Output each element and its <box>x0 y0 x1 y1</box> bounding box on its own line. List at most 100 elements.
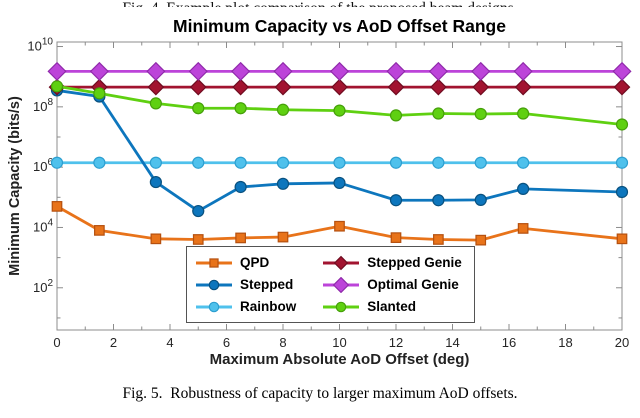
series-marker-QPD <box>277 231 289 243</box>
series-marker-Stepped Genie <box>333 255 349 270</box>
y-tick-label: 108 <box>33 97 53 114</box>
series-marker-Optimal Genie <box>47 61 67 81</box>
series-line-Stepped <box>55 89 624 213</box>
series-marker-Slanted <box>389 109 403 122</box>
series-marker-Slanted <box>149 97 162 110</box>
cropped-text-line: Fig. 4. Example plot comparison of the p… <box>0 0 640 7</box>
series-marker-Slanted <box>50 80 64 93</box>
series-marker-Slanted <box>335 301 347 312</box>
legend-column: QPD Stepped Rainbow <box>195 253 296 316</box>
legend-item-stepped-genie: Stepped Genie <box>322 253 462 272</box>
legend-label: Rainbow <box>240 299 297 314</box>
series-marker-Slanted <box>276 103 290 116</box>
series-marker-Optimal Genie <box>231 61 251 81</box>
series-marker-Optimal Genie <box>471 61 491 81</box>
series-marker-Rainbow <box>389 156 403 169</box>
series-marker-Slanted <box>517 107 530 120</box>
x-axis-label: Maximum Absolute AoD Offset (deg) <box>209 351 470 368</box>
series-marker-Stepped <box>192 204 205 218</box>
x-tick-label: 2 <box>110 335 117 350</box>
series-marker-Optimal Genie <box>513 61 533 81</box>
series-marker-Slanted <box>234 102 247 115</box>
series-marker-Rainbow <box>333 156 346 169</box>
legend-label: Stepped <box>240 277 294 292</box>
series-marker-QPD <box>475 234 487 246</box>
legend-label: Optimal Genie <box>367 277 459 292</box>
series-marker-Rainbow <box>276 156 290 169</box>
y-tick-label: 104 <box>33 217 53 234</box>
legend-label: QPD <box>240 255 270 270</box>
series-line-QPD <box>55 204 624 242</box>
series-marker-Stepped <box>234 180 247 194</box>
series-marker-Stepped Genie <box>613 78 631 96</box>
legend-sample-optimal-genie <box>323 276 360 293</box>
series-marker-Rainbow <box>517 156 530 169</box>
series-marker-Stepped Genie <box>514 78 532 96</box>
chart-title: Minimum Capacity vs AoD Offset Range <box>173 16 506 36</box>
series-marker-Stepped <box>149 175 162 189</box>
legend-item-qpd: QPD <box>195 253 296 272</box>
series-marker-Stepped <box>615 185 629 199</box>
series-marker-Stepped <box>517 182 530 196</box>
series-marker-Stepped Genie <box>274 78 292 96</box>
legend-label: Slanted <box>367 299 417 314</box>
legend-sample-qpd <box>196 257 232 268</box>
series-marker-Optimal Genie <box>612 61 632 81</box>
legend-sample-rainbow <box>196 301 232 312</box>
series-marker-Rainbow <box>93 156 106 169</box>
series-marker-QPD <box>51 201 63 212</box>
series-marker-Slanted <box>432 107 445 120</box>
series-marker-Slanted <box>615 118 629 131</box>
series-marker-QPD <box>616 233 628 245</box>
series-marker-Stepped <box>389 194 403 207</box>
series-marker-Stepped <box>474 193 487 207</box>
series-marker-Optimal Genie <box>273 61 293 81</box>
legend-label: Stepped Genie <box>367 255 462 270</box>
series-marker-Slanted <box>474 107 487 121</box>
series-marker-QPD <box>334 220 345 232</box>
legend-sample-stepped <box>196 279 232 290</box>
legend-sample-stepped-genie <box>323 255 360 270</box>
series-marker-Rainbow <box>615 156 629 169</box>
legend-sample-slanted <box>323 301 360 312</box>
x-tick-label: 4 <box>166 335 173 350</box>
series-marker-Rainbow <box>432 156 445 169</box>
x-tick-label: 14 <box>445 335 459 350</box>
series-marker-QPD <box>433 234 444 245</box>
legend-box: QPD Stepped Rainbow Stepped Genie Optimal Ge… <box>186 246 475 323</box>
cropped-text: Fig. 4. Example plot comparison of the p… <box>122 0 517 7</box>
x-tick-label: 12 <box>389 335 403 350</box>
legend-column: Stepped Genie Optimal Genie Slanted <box>322 253 462 316</box>
y-tick-label: 102 <box>33 278 53 295</box>
series-marker-Rainbow <box>474 156 487 169</box>
series-marker-Stepped <box>276 177 290 190</box>
series-line-Slanted <box>55 84 624 126</box>
legend-item-rainbow: Rainbow <box>195 297 296 316</box>
figure-caption: Fig. 5. Robustness of capacity to larger… <box>122 385 518 402</box>
series-marker-Stepped Genie <box>331 78 348 96</box>
series-marker-Stepped Genie <box>232 78 250 96</box>
series-marker-Rainbow <box>208 301 220 312</box>
series-marker-Rainbow <box>234 156 247 169</box>
y-tick-label: 1010 <box>27 37 53 54</box>
x-tick-label: 16 <box>502 335 516 350</box>
series-marker-Stepped Genie <box>189 78 207 96</box>
legend-item-optimal-genie: Optimal Genie <box>322 275 462 294</box>
y-axis-label: Minimum Capacity (bits/s) <box>7 96 23 276</box>
series-marker-Stepped Genie <box>429 78 447 96</box>
series-marker-Optimal Genie <box>188 61 208 81</box>
series-marker-Slanted <box>93 87 106 100</box>
series-marker-Stepped Genie <box>147 78 165 96</box>
series-marker-QPD <box>94 225 105 236</box>
series-marker-Optimal Genie <box>146 61 166 81</box>
series-marker-QPD <box>390 232 402 243</box>
series-marker-Optimal Genie <box>428 61 448 81</box>
x-tick-label: 0 <box>53 335 60 350</box>
series-marker-Rainbow <box>192 156 205 169</box>
series-marker-Stepped <box>208 279 220 290</box>
x-tick-label: 10 <box>332 335 346 350</box>
series-marker-Stepped <box>333 176 346 190</box>
y-tick-label: 106 <box>33 157 53 174</box>
